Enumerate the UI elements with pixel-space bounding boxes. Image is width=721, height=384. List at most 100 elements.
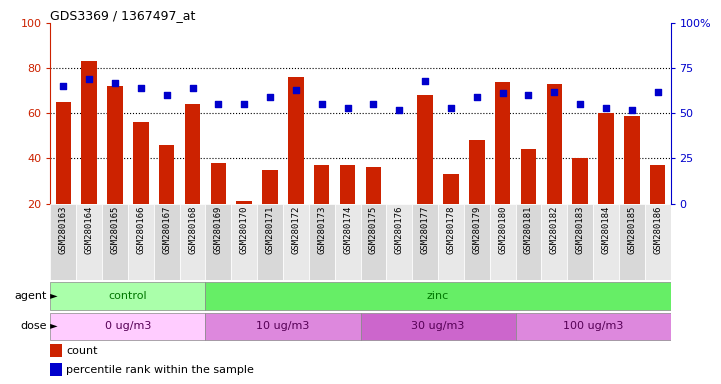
Point [445, 105, 456, 111]
Bar [154, 204, 180, 280]
Text: GSM280168: GSM280168 [188, 206, 197, 254]
Bar [107, 86, 123, 249]
Point [626, 107, 637, 113]
Point [471, 94, 482, 100]
Text: GDS3369 / 1367497_at: GDS3369 / 1367497_at [50, 9, 196, 22]
Text: 10 ug/m3: 10 ug/m3 [256, 321, 310, 331]
Bar [335, 204, 360, 280]
Bar [262, 170, 278, 249]
Point [161, 92, 172, 98]
Point [239, 101, 250, 107]
Point [110, 79, 121, 86]
Text: GSM280163: GSM280163 [59, 206, 68, 254]
Point [523, 92, 534, 98]
Bar [495, 82, 510, 249]
Bar [360, 313, 516, 340]
Text: GSM280170: GSM280170 [240, 206, 249, 254]
Text: GSM280167: GSM280167 [162, 206, 171, 254]
Bar [567, 204, 593, 280]
Bar [56, 102, 71, 249]
Bar [464, 204, 490, 280]
Text: dose: dose [20, 321, 47, 331]
Text: GSM280175: GSM280175 [369, 206, 378, 254]
Bar [205, 282, 671, 310]
Bar [205, 313, 360, 340]
Text: 0 ug/m3: 0 ug/m3 [105, 321, 151, 331]
Bar [417, 95, 433, 249]
Bar [469, 140, 485, 249]
Bar [159, 145, 174, 249]
Point [213, 101, 224, 107]
Bar [50, 344, 61, 357]
Text: GSM280177: GSM280177 [420, 206, 430, 254]
Bar [521, 149, 536, 249]
Text: agent: agent [14, 291, 47, 301]
Bar [360, 204, 386, 280]
Bar [593, 204, 619, 280]
Bar [283, 204, 309, 280]
Bar [102, 204, 128, 280]
Bar [624, 116, 640, 249]
Bar [257, 204, 283, 280]
Text: GSM280179: GSM280179 [472, 206, 481, 254]
Text: GSM280178: GSM280178 [446, 206, 456, 254]
Text: GSM280180: GSM280180 [498, 206, 507, 254]
Bar [366, 167, 381, 249]
Text: count: count [66, 346, 97, 356]
Bar [572, 158, 588, 249]
Point [316, 101, 327, 107]
Bar [412, 204, 438, 280]
Bar [314, 165, 329, 249]
Bar [50, 363, 61, 376]
Text: GSM280174: GSM280174 [343, 206, 352, 254]
Point [600, 105, 611, 111]
Bar [185, 104, 200, 249]
Text: GSM280164: GSM280164 [85, 206, 94, 254]
Text: percentile rank within the sample: percentile rank within the sample [66, 365, 254, 375]
Text: ►: ► [47, 291, 58, 301]
Point [497, 90, 508, 96]
Text: GSM280169: GSM280169 [214, 206, 223, 254]
Point [58, 83, 69, 89]
Point [368, 101, 379, 107]
Text: control: control [109, 291, 147, 301]
Point [187, 85, 198, 91]
Bar [516, 313, 671, 340]
Bar [645, 204, 671, 280]
Bar [443, 174, 459, 249]
Bar [541, 204, 567, 280]
Point [290, 87, 301, 93]
Bar [516, 204, 541, 280]
Bar [619, 204, 645, 280]
Point [420, 78, 431, 84]
Text: 100 ug/m3: 100 ug/m3 [563, 321, 623, 331]
Bar [231, 204, 257, 280]
Text: GSM280166: GSM280166 [136, 206, 146, 254]
Point [652, 89, 663, 95]
Text: GSM280165: GSM280165 [110, 206, 120, 254]
Bar [309, 204, 335, 280]
Text: GSM280186: GSM280186 [653, 206, 662, 254]
Text: GSM280171: GSM280171 [265, 206, 275, 254]
Bar [386, 204, 412, 280]
Bar [598, 113, 614, 249]
Bar [50, 204, 76, 280]
Bar [392, 244, 407, 249]
Bar [76, 204, 102, 280]
Point [549, 89, 560, 95]
Text: GSM280182: GSM280182 [550, 206, 559, 254]
Text: GSM280181: GSM280181 [524, 206, 533, 254]
Text: GSM280176: GSM280176 [395, 206, 404, 254]
Text: ►: ► [47, 321, 58, 331]
Bar [180, 204, 205, 280]
Point [342, 105, 353, 111]
Bar [50, 282, 205, 310]
Bar [340, 165, 355, 249]
Point [394, 107, 405, 113]
Bar [133, 122, 149, 249]
Bar [438, 204, 464, 280]
Point [84, 76, 95, 82]
Text: 30 ug/m3: 30 ug/m3 [411, 321, 465, 331]
Bar [490, 204, 516, 280]
Point [265, 94, 276, 100]
